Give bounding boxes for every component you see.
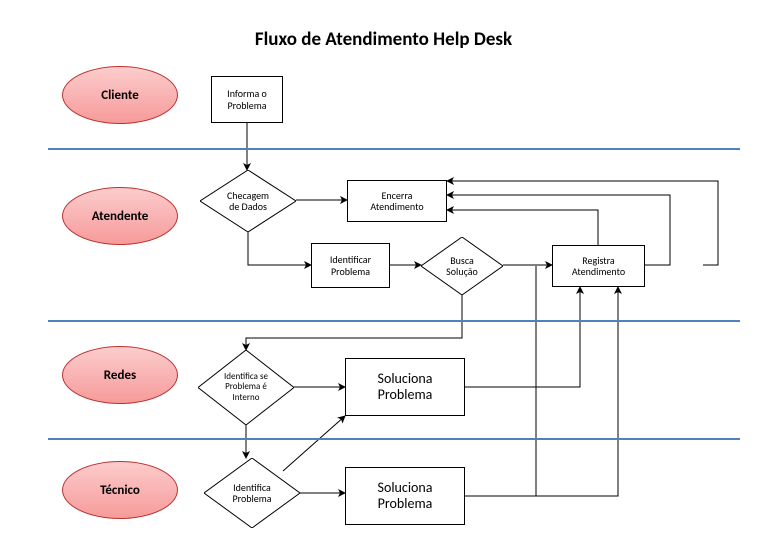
arrow-a9: [246, 295, 462, 350]
lane-divider: [48, 320, 740, 322]
arrow-a2: [248, 232, 311, 265]
arrow-a15: [465, 287, 618, 496]
node-registra: RegistraAtendimento: [552, 245, 645, 287]
lane-divider: [48, 438, 740, 440]
arrow-a11: [465, 287, 580, 387]
swimlane-tecnico: Técnico: [62, 461, 178, 519]
node-ident_prob: IdentificarProblema: [311, 243, 390, 288]
node-ident_int: Identifica seProblema éInterno: [198, 350, 294, 425]
swimlane-atendente: Atendente: [62, 187, 178, 245]
node-encerra: EncerraAtendimento: [347, 180, 447, 222]
swimlane-cliente: Cliente: [62, 66, 178, 124]
flowchart-canvas: Fluxo de Atendimento Help Desk Cliente At…: [0, 0, 767, 560]
page-title: Fluxo de Atendimento Help Desk: [0, 28, 767, 51]
node-checagem: Checagemde Dados: [200, 170, 296, 232]
node-ident_tec: IdentificaProblema: [204, 458, 300, 528]
node-busca: BuscaSolução: [421, 237, 503, 295]
node-informa: Informa oProblema: [211, 76, 283, 123]
node-sol_redes: SolucionaProblema: [345, 358, 465, 416]
lane-divider: [48, 148, 740, 150]
node-sol_tec: SolucionaProblema: [345, 467, 465, 525]
swimlane-redes: Redes: [62, 346, 178, 404]
